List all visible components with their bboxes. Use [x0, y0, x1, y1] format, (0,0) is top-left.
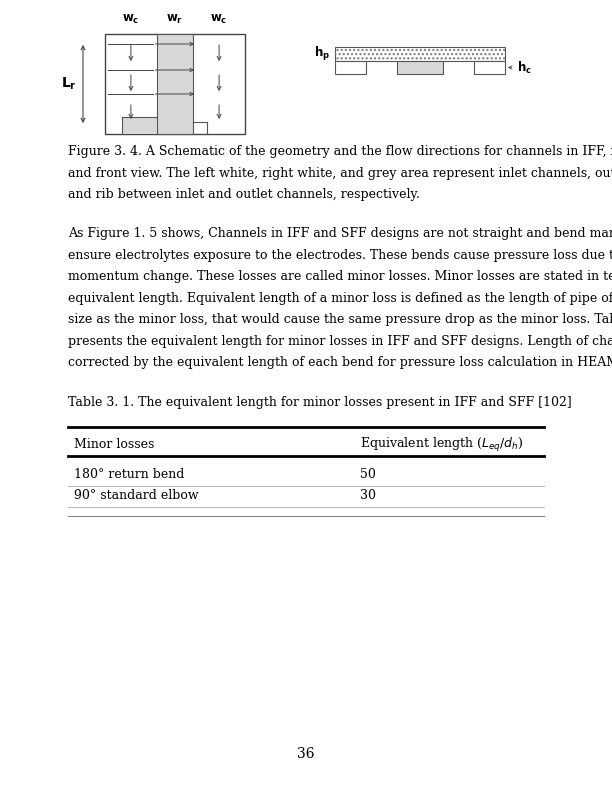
- Text: presents the equivalent length for minor losses in IFF and SFF designs. Length o: presents the equivalent length for minor…: [68, 335, 612, 348]
- Bar: [105, 34, 245, 134]
- Text: As Figure 1. 5 shows, Channels in IFF and SFF designs are not straight and bend : As Figure 1. 5 shows, Channels in IFF an…: [68, 227, 612, 241]
- Text: corrected by the equivalent length of each bend for pressure loss calculation in: corrected by the equivalent length of ea…: [68, 356, 612, 370]
- Text: $\mathbf{w_c}$: $\mathbf{w_c}$: [211, 13, 228, 26]
- Text: momentum change. These losses are called minor losses. Minor losses are stated i: momentum change. These losses are called…: [68, 271, 612, 284]
- Text: 30: 30: [360, 489, 376, 501]
- Text: 180° return bend: 180° return bend: [74, 467, 184, 481]
- Text: $\mathbf{L_r}$: $\mathbf{L_r}$: [61, 76, 77, 92]
- Bar: [335, 47, 505, 61]
- Text: size as the minor loss, that would cause the same pressure drop as the minor los: size as the minor loss, that would cause…: [68, 314, 612, 326]
- Text: Equivalent length ($L_{eq}/d_h$): Equivalent length ($L_{eq}/d_h$): [360, 436, 523, 454]
- Text: $\mathbf{w_c}$: $\mathbf{w_c}$: [122, 13, 140, 26]
- Bar: [122, 117, 157, 134]
- Text: equivalent length. Equivalent length of a minor loss is defined as the length of: equivalent length. Equivalent length of …: [68, 292, 612, 305]
- Bar: [397, 61, 443, 74]
- Text: Minor losses: Minor losses: [74, 438, 154, 451]
- Text: Table 3. 1. The equivalent length for minor losses present in IFF and SFF [102]: Table 3. 1. The equivalent length for mi…: [68, 396, 572, 409]
- Text: and front view. The left white, right white, and grey area represent inlet chann: and front view. The left white, right wh…: [68, 166, 612, 180]
- Text: 90° standard elbow: 90° standard elbow: [74, 489, 199, 501]
- Bar: [335, 61, 365, 74]
- Bar: [157, 34, 193, 134]
- Bar: [474, 61, 505, 74]
- Text: ensure electrolytes exposure to the electrodes. These bends cause pressure loss : ensure electrolytes exposure to the elec…: [68, 249, 612, 262]
- Text: 50: 50: [360, 467, 376, 481]
- Text: $\mathbf{w_r}$: $\mathbf{w_r}$: [166, 13, 184, 26]
- Text: $\mathbf{h_c}$: $\mathbf{h_c}$: [509, 59, 532, 75]
- Text: 36: 36: [297, 747, 315, 761]
- Text: Figure 3. 4. A Schematic of the geometry and the flow directions for channels in: Figure 3. 4. A Schematic of the geometry…: [68, 145, 612, 158]
- Text: $\mathbf{h_p}$: $\mathbf{h_p}$: [314, 45, 330, 63]
- Bar: [335, 47, 505, 61]
- Text: and rib between inlet and outlet channels, respectively.: and rib between inlet and outlet channel…: [68, 188, 420, 201]
